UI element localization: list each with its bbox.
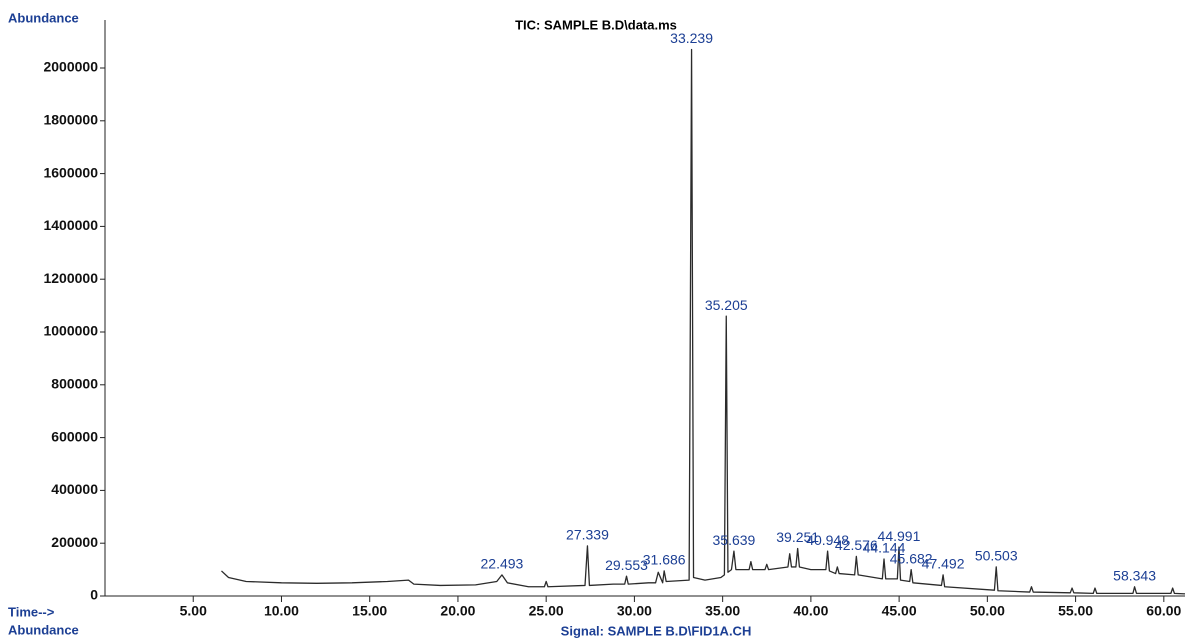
peak-label: 27.339 xyxy=(566,527,609,543)
x-tick-label: 25.00 xyxy=(529,603,564,619)
y-tick-label: 1400000 xyxy=(43,217,98,233)
x-tick-label: 15.00 xyxy=(352,603,387,619)
x-tick-label: 40.00 xyxy=(793,603,828,619)
peak-label: 45.682 xyxy=(890,550,933,566)
trace xyxy=(221,48,1186,595)
peak-label: 58.343 xyxy=(1113,567,1156,583)
y-axis-label: Abundance xyxy=(8,10,79,25)
y-tick-label: 0 xyxy=(90,587,98,603)
x-tick-label: 60.00 xyxy=(1146,603,1181,619)
peak-label: 31.686 xyxy=(643,552,686,568)
peak-label: 42.576 xyxy=(835,537,878,553)
peak-label: 29.553 xyxy=(605,557,648,573)
peak-label: 47.492 xyxy=(922,556,965,572)
peak-label: 35.639 xyxy=(713,532,756,548)
peak-label: 44.991 xyxy=(878,528,921,544)
peak-label: 22.493 xyxy=(481,556,524,572)
peak-label: 35.205 xyxy=(705,297,748,313)
x-tick-label: 35.00 xyxy=(705,603,740,619)
x-axis-label-2: Abundance xyxy=(8,622,79,637)
peak-label: 39.251 xyxy=(776,529,819,545)
chart-title: TIC: SAMPLE B.D\data.ms xyxy=(515,17,677,32)
x-tick-label: 5.00 xyxy=(180,603,207,619)
x-tick-label: 20.00 xyxy=(440,603,475,619)
peak-label: 33.239 xyxy=(670,30,713,46)
x-tick-label: 30.00 xyxy=(617,603,652,619)
x-tick-label: 50.00 xyxy=(970,603,1005,619)
y-tick-label: 800000 xyxy=(51,376,98,392)
y-tick-label: 1600000 xyxy=(43,164,98,180)
peak-label: 50.503 xyxy=(975,548,1018,564)
x-tick-label: 45.00 xyxy=(882,603,917,619)
y-tick-label: 1200000 xyxy=(43,270,98,286)
x-tick-label: 10.00 xyxy=(264,603,299,619)
y-tick-label: 2000000 xyxy=(43,59,98,75)
x-axis-label: Time--> xyxy=(8,604,55,619)
x-tick-label: 55.00 xyxy=(1058,603,1093,619)
y-tick-label: 600000 xyxy=(51,428,98,444)
y-tick-label: 1800000 xyxy=(43,112,98,128)
y-tick-label: 200000 xyxy=(51,534,98,550)
peak-label: 44.144 xyxy=(863,540,906,556)
y-tick-label: 1000000 xyxy=(43,323,98,339)
peak-label: 40.948 xyxy=(806,532,849,548)
y-tick-label: 400000 xyxy=(51,481,98,497)
signal-label: Signal: SAMPLE B.D\FID1A.CH xyxy=(561,623,752,638)
